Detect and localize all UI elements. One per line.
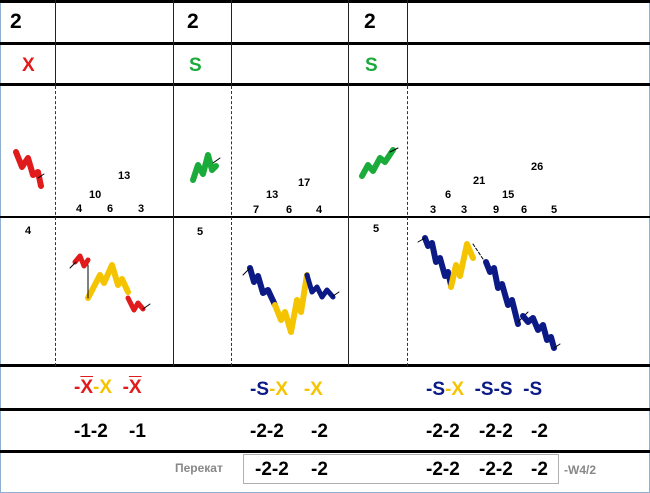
count: 6 — [107, 203, 114, 215]
wave-navy — [422, 235, 454, 288]
count: 3 — [138, 203, 145, 215]
letter-s-2: S — [365, 55, 378, 76]
footer-value: -2-2 — [426, 459, 460, 480]
label: -S — [474, 379, 494, 400]
count: 15 — [502, 189, 515, 201]
count: 7 — [253, 204, 260, 216]
count: 10 — [89, 189, 102, 201]
header-col-2: 2 — [187, 10, 199, 33]
footer-value: -2-2 — [255, 459, 289, 480]
footer-box — [243, 454, 559, 484]
footer-value: -2 — [531, 459, 548, 480]
wave-yellow — [85, 262, 131, 301]
count: 4 — [316, 204, 323, 216]
wave-green — [359, 147, 396, 179]
label: -X — [269, 379, 288, 400]
wave-navy — [304, 272, 336, 300]
label: - — [122, 377, 129, 398]
rule — [0, 408, 650, 411]
wave-tail — [37, 173, 45, 179]
wave-red — [13, 149, 44, 189]
count: 13 — [266, 189, 279, 201]
wave-yellow — [448, 241, 476, 290]
label: -S — [250, 379, 269, 400]
wave-red — [72, 253, 91, 269]
label: - — [74, 377, 81, 398]
count: 3 — [461, 204, 468, 216]
value: -2 — [531, 421, 548, 442]
count: 9 — [493, 204, 500, 216]
separator — [231, 86, 232, 366]
label: -X — [303, 379, 323, 400]
wave-tail — [417, 237, 426, 243]
value: -2-2 — [426, 421, 460, 442]
count: 13 — [118, 170, 131, 182]
letter-x: X — [22, 55, 35, 76]
label: -S — [523, 379, 543, 400]
count: 21 — [473, 175, 486, 187]
footer-value: -2-2 — [479, 459, 513, 480]
value: -1 — [129, 421, 146, 442]
rule — [0, 0, 650, 3]
wave-tail — [472, 243, 486, 263]
label-group-1: -X-X -X — [74, 377, 142, 399]
separator — [407, 0, 408, 86]
wave-navy — [483, 259, 521, 327]
count: 17 — [298, 177, 311, 189]
footer-value: -2 — [311, 459, 328, 480]
count: 3 — [430, 204, 437, 216]
count: 6 — [286, 204, 293, 216]
wave-yellow — [272, 272, 310, 335]
wave-tail — [69, 261, 77, 269]
label-group-3: -S-X -S-S -S — [426, 379, 542, 401]
value: -2-2 — [250, 421, 284, 442]
value: -2-2 — [479, 421, 513, 442]
count: 6 — [521, 204, 528, 216]
letter-s-1: S — [189, 55, 202, 76]
label-group-2: -S-X -X — [250, 379, 323, 401]
rule — [0, 450, 650, 453]
rule — [0, 83, 650, 86]
wave-tail — [553, 343, 561, 349]
rule — [0, 364, 650, 367]
wave-navy — [247, 265, 278, 308]
count: 6 — [445, 189, 452, 201]
separator — [173, 0, 174, 366]
value: -2 — [311, 421, 328, 442]
footer-suffix: -W4/2 — [564, 463, 597, 477]
wave-tail — [389, 147, 399, 153]
label: -X — [93, 377, 113, 398]
footer-label: Перекат — [175, 461, 223, 475]
label: X — [128, 377, 142, 398]
wave-green — [190, 152, 219, 183]
count: 5 — [551, 204, 558, 216]
separator — [55, 86, 56, 366]
count: 4 — [76, 203, 83, 215]
count: 26 — [531, 161, 544, 173]
label: -S — [426, 379, 445, 400]
wave-red — [125, 295, 146, 313]
separator — [407, 86, 408, 366]
header-col-3: 2 — [364, 10, 376, 33]
count: 5 — [373, 223, 380, 235]
separator — [231, 0, 232, 86]
count: 5 — [197, 226, 204, 238]
header-col-1: 2 — [10, 10, 22, 33]
wave-tail — [142, 303, 151, 310]
separator — [55, 0, 56, 86]
wave-tail — [212, 157, 221, 164]
wave-tail — [332, 291, 340, 297]
wave-navy — [520, 313, 557, 351]
value: -1-2 — [74, 421, 108, 442]
count: 4 — [25, 225, 32, 237]
label: X — [80, 377, 94, 398]
rule — [0, 42, 650, 45]
separator — [348, 0, 349, 366]
wave-tail — [242, 267, 251, 276]
label: -S — [493, 379, 513, 400]
label: -X — [445, 379, 464, 400]
rule — [0, 216, 650, 218]
